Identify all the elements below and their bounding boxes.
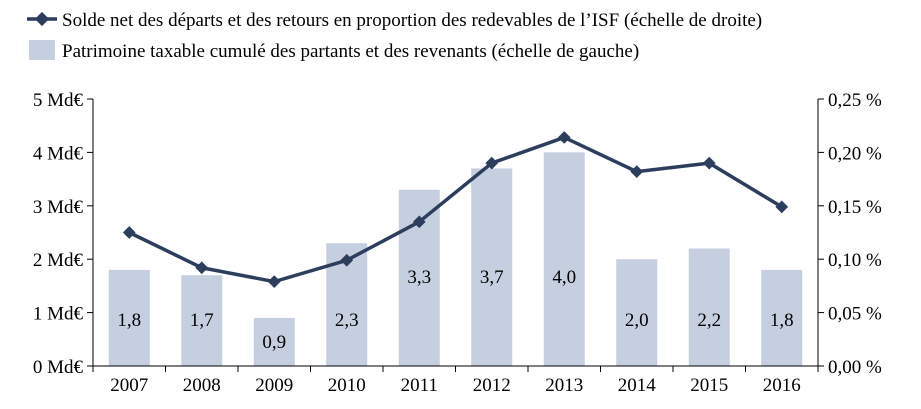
bar-label-2013: 4,0	[552, 267, 576, 288]
left-tick-label: 3 Md€	[33, 197, 84, 218]
legend-bar-swatch	[29, 40, 55, 60]
line-point-2009	[267, 275, 281, 288]
x-tick-label: 2008	[183, 375, 221, 396]
x-tick-label: 2014	[618, 375, 657, 396]
right-tick-label: 0,15 %	[828, 197, 882, 218]
bar-label-2016: 1,8	[770, 310, 794, 331]
left-tick-label: 5 Md€	[33, 90, 84, 111]
right-tick-label: 0,20 %	[828, 143, 882, 164]
legend-diamond-marker	[34, 11, 50, 27]
line-point-2012	[485, 156, 499, 170]
bar-label-2015: 2,2	[697, 310, 721, 331]
axes: 0 Md€ 1 Md€ 2 Md€ 3 Md€ 4 Md€ 5 Md€ 0,00 % 0,05…	[33, 90, 882, 396]
x-tick-label: 2007	[110, 375, 148, 396]
bar-2015	[688, 248, 730, 366]
bar-2014	[616, 259, 658, 366]
legend-label-bar: Patrimoine taxable cumulé des partants e…	[62, 41, 639, 62]
bar-label-2014: 2,0	[625, 310, 649, 331]
line-point-2008	[195, 261, 209, 275]
x-tick-label: 2015	[690, 375, 728, 396]
bar-2007	[108, 269, 150, 366]
bar-label-2010: 2,3	[335, 310, 359, 331]
bar-2012	[471, 168, 513, 366]
bar-label-2012: 3,7	[480, 267, 504, 288]
right-tick-label: 0,10 %	[828, 250, 882, 271]
bar-label-2007: 1,8	[117, 310, 141, 331]
left-tick-label: 4 Md€	[33, 143, 84, 164]
left-tick-label: 1 Md€	[33, 304, 84, 325]
x-tick-label: 2010	[328, 375, 366, 396]
x-tick-label: 2013	[545, 375, 583, 396]
right-tick-label: 0,05 %	[828, 304, 882, 325]
bar-data-labels: 1,8 1,7 0,9 2,3 3,3 3,7 4,0 2,0 2,2 1,8	[117, 267, 793, 353]
bar-2008	[181, 275, 223, 366]
bar-label-2011: 3,3	[407, 267, 431, 288]
x-tick-label: 2016	[763, 375, 801, 396]
left-tick-label: 0 Md€	[33, 357, 84, 378]
right-tick-label: 0,00 %	[828, 357, 882, 378]
line-point-2011	[412, 215, 426, 229]
line-point-2010	[340, 253, 354, 267]
legend: Solde net des départs et des retours en …	[27, 10, 762, 62]
bar-2009	[253, 317, 295, 366]
x-tick-label: 2012	[473, 375, 511, 396]
bar-2016	[761, 269, 803, 366]
line-path	[128, 135, 783, 284]
bar-label-2008: 1,7	[190, 310, 214, 331]
line-point-2013	[557, 131, 571, 144]
bar-2013	[543, 152, 585, 366]
bar-label-2009: 0,9	[262, 332, 286, 353]
line-point-2014	[630, 165, 644, 178]
line-point-2007	[122, 226, 136, 239]
bar-series	[108, 152, 803, 366]
left-tick-label: 2 Md€	[33, 250, 84, 271]
right-tick-label: 0,25 %	[828, 90, 882, 111]
line-series	[122, 131, 789, 288]
legend-label-line: Solde net des départs et des retours en …	[62, 10, 762, 31]
x-tick-label: 2009	[255, 375, 293, 396]
x-tick-label: 2011	[401, 375, 438, 396]
